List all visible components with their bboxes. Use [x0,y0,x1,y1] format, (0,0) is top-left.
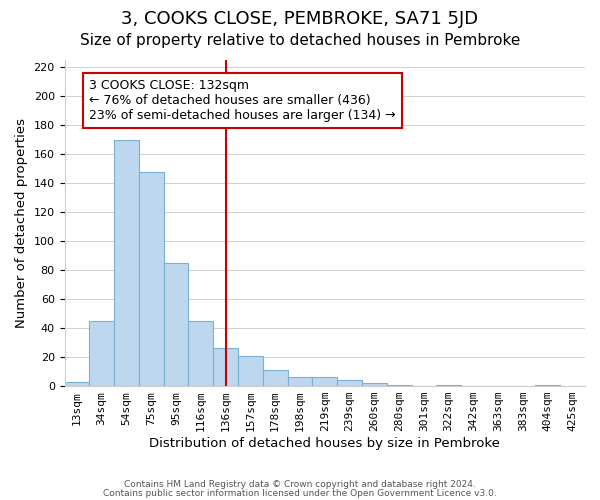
Bar [387,384,412,386]
Bar [337,380,362,386]
Text: Contains HM Land Registry data © Crown copyright and database right 2024.: Contains HM Land Registry data © Crown c… [124,480,476,489]
Text: Contains public sector information licensed under the Open Government Licence v3: Contains public sector information licen… [103,488,497,498]
Bar [436,384,461,386]
Bar [213,348,238,386]
Bar [263,370,287,386]
Y-axis label: Number of detached properties: Number of detached properties [15,118,28,328]
Bar [65,382,89,386]
Bar [287,378,313,386]
Bar [188,321,213,386]
Bar [362,383,387,386]
Bar [139,172,164,386]
Text: 3, COOKS CLOSE, PEMBROKE, SA71 5JD: 3, COOKS CLOSE, PEMBROKE, SA71 5JD [121,10,479,28]
X-axis label: Distribution of detached houses by size in Pembroke: Distribution of detached houses by size … [149,437,500,450]
Bar [238,356,263,386]
Text: 3 COOKS CLOSE: 132sqm
← 76% of detached houses are smaller (436)
23% of semi-det: 3 COOKS CLOSE: 132sqm ← 76% of detached … [89,79,396,122]
Bar [114,140,139,386]
Bar [313,378,337,386]
Text: Size of property relative to detached houses in Pembroke: Size of property relative to detached ho… [80,32,520,48]
Bar [535,384,560,386]
Bar [89,321,114,386]
Bar [164,263,188,386]
